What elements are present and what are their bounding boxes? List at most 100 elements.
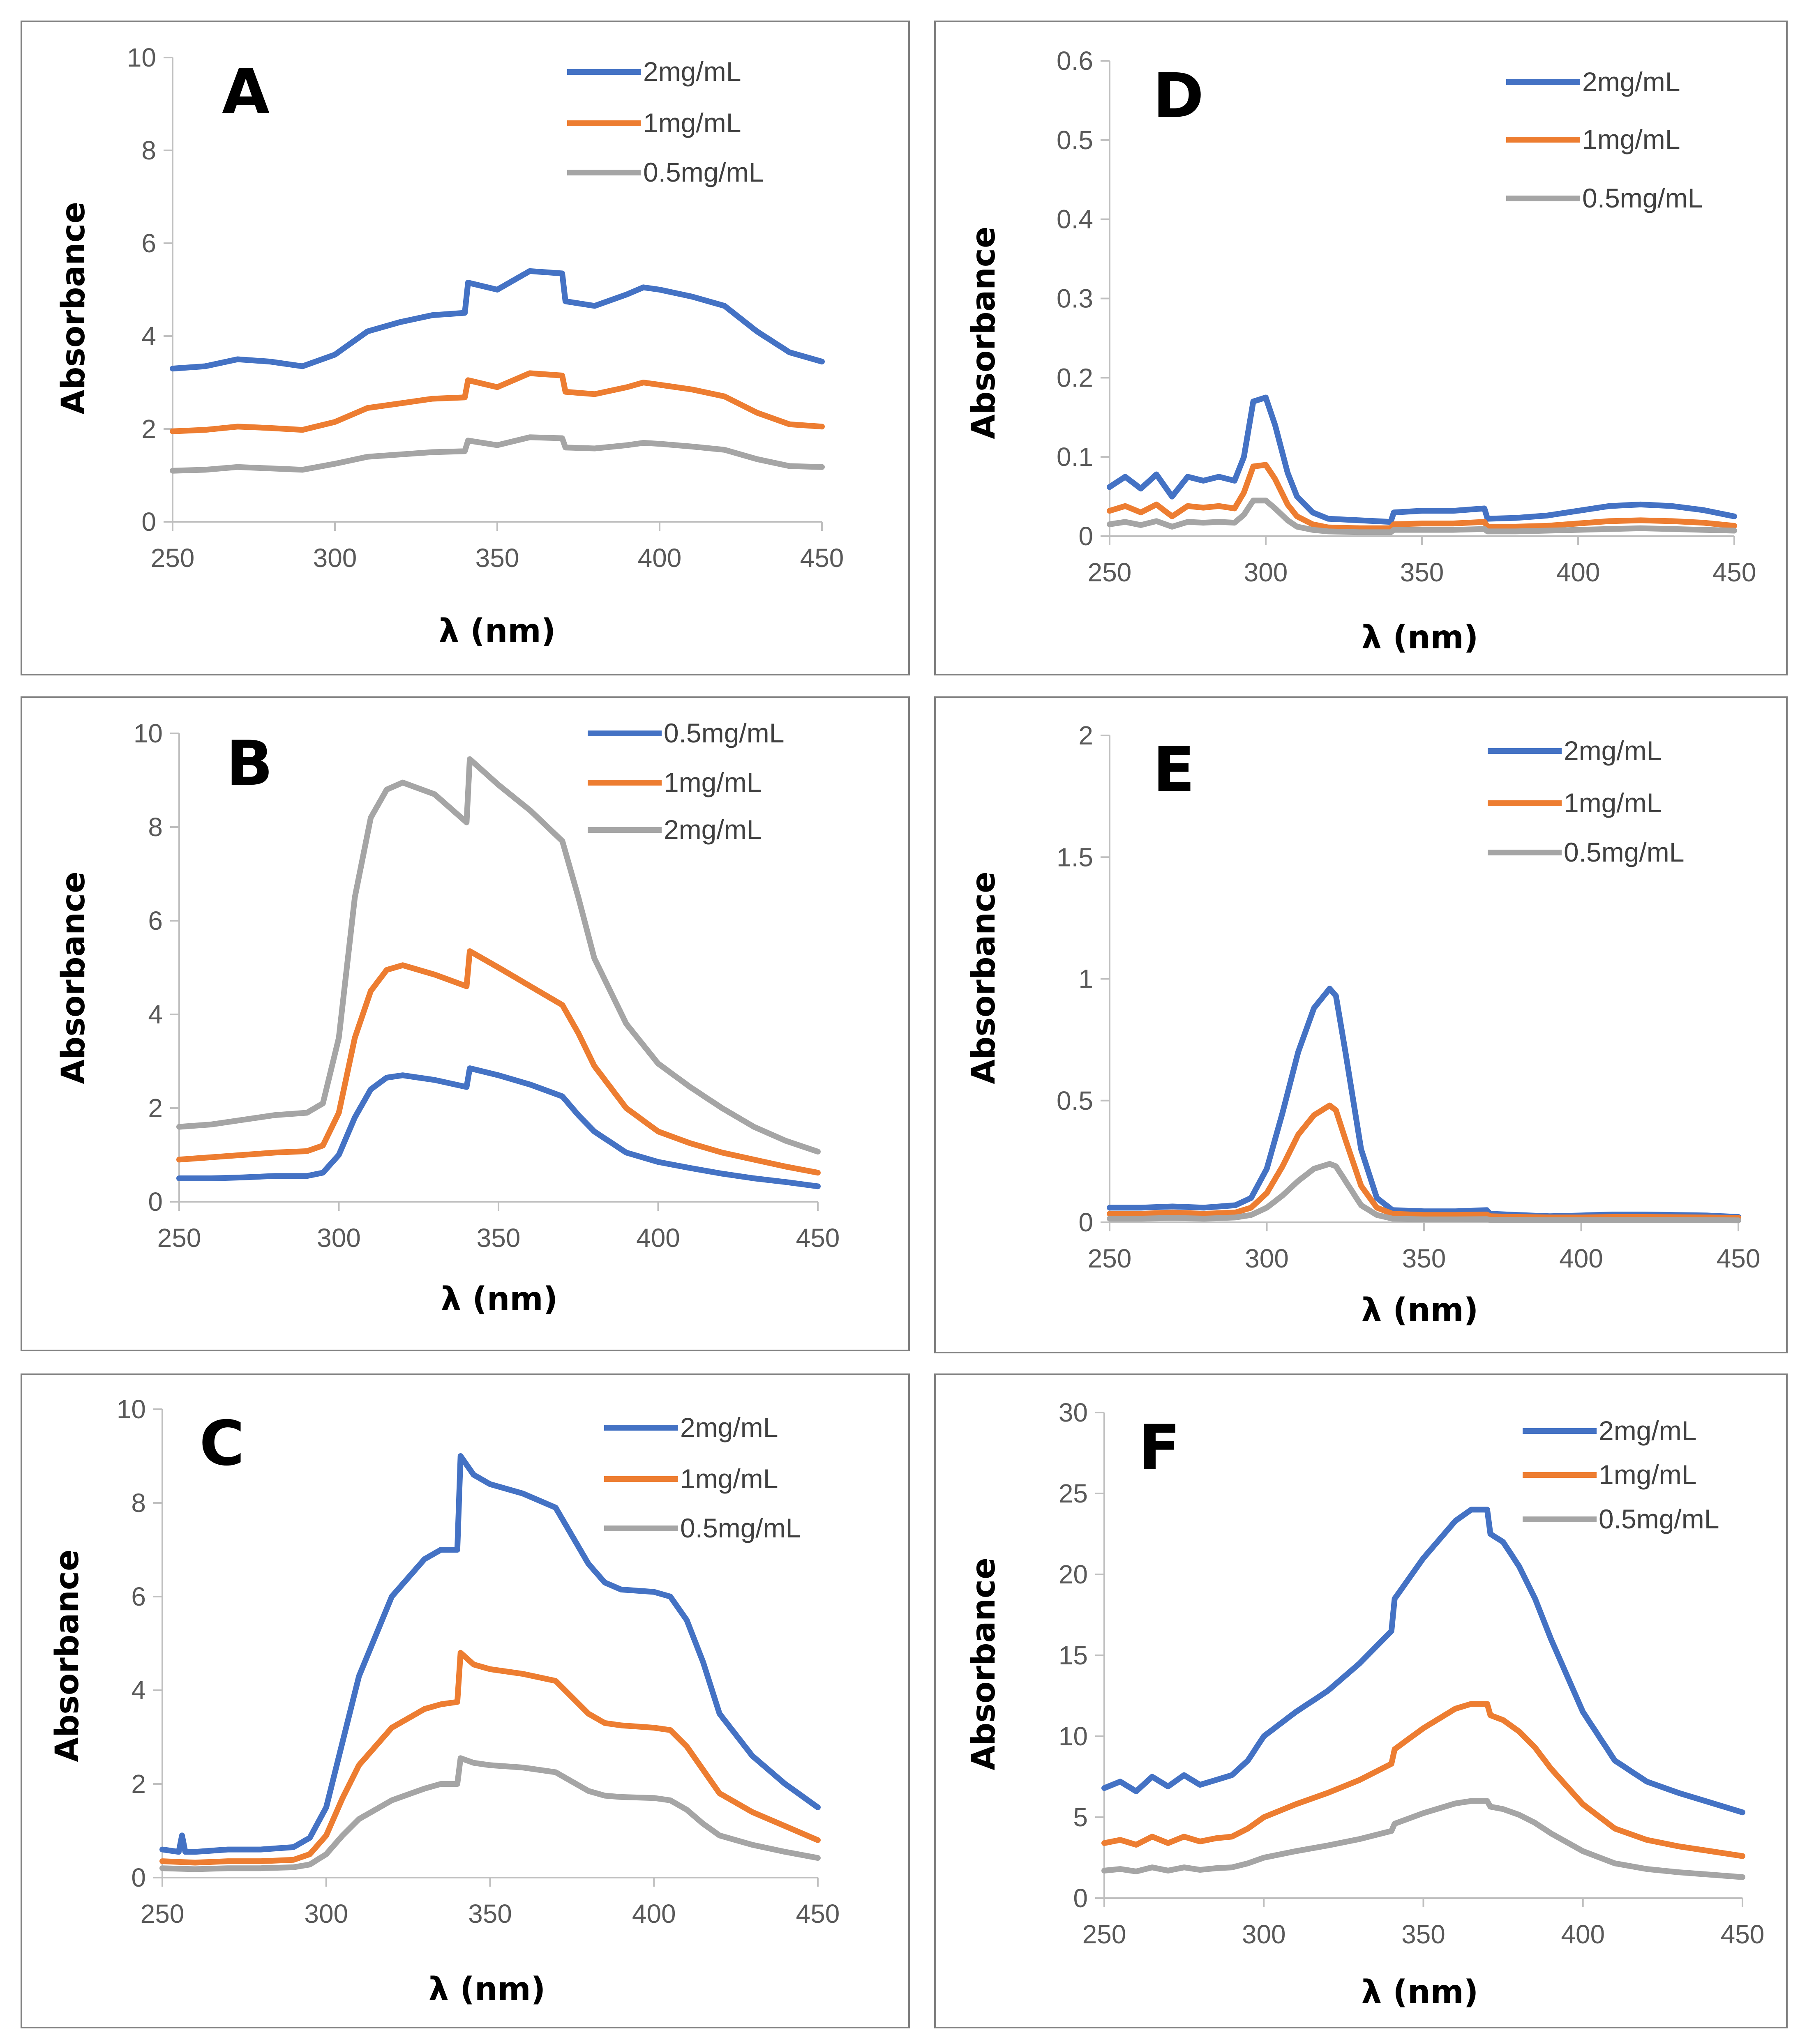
legend-label: 2mg/mL [664,814,762,845]
y-tick-label: 4 [148,1000,163,1029]
series-line-1mg-ml [1101,1701,1745,1859]
series-line-0-5mg-ml [1107,1161,1741,1224]
panel-f-series [1101,1507,1745,1880]
panel-f-letter: F [1138,1412,1180,1484]
panel-d-frame [934,21,1788,675]
x-tick-label: 250 [1088,558,1132,587]
panel-f-xlabel: λ (nm) [1362,1974,1479,2011]
y-tick-label: 2 [141,414,156,444]
x-tick-label: 350 [1402,1244,1446,1273]
panel-d-legend: 2mg/mL 1mg/mL 0.5mg/mL [1506,67,1703,213]
legend-label: 1mg/mL [1599,1459,1696,1490]
y-tick-label: 25 [1059,1479,1088,1508]
legend-label: 2mg/mL [1582,67,1680,97]
panel-e-letter: E [1153,734,1195,806]
panel-e-series [1107,986,1741,1224]
series-line-2mg-ml [170,268,825,372]
y-tick-label: 0.4 [1057,205,1093,234]
panel-a-frame [21,21,910,675]
panel-a-ylabel: Absorbance [55,202,92,415]
panel-a-series [170,268,825,474]
y-tick-label: 1 [1078,964,1093,994]
y-tick-label: 6 [131,1582,146,1611]
legend-label: 0.5mg/mL [643,157,764,187]
x-tick-label: 450 [796,1223,840,1253]
x-tick-label: 450 [1717,1244,1761,1273]
x-tick-label: 350 [1400,558,1444,587]
panel-b-xlabel: λ (nm) [441,1281,558,1318]
legend-label: 2mg/mL [643,56,741,87]
panel-c-letter: C [199,1408,245,1479]
panel-f-frame [934,1373,1788,2028]
x-tick-label: 400 [1559,1244,1603,1273]
y-tick-label: 15 [1059,1641,1088,1670]
x-tick-label: 250 [141,1899,185,1929]
series-line-1mg-ml [170,370,825,434]
x-tick-label: 300 [304,1899,348,1929]
legend-label: 1mg/mL [643,108,741,138]
y-tick-label: 0.2 [1057,363,1093,392]
panel-b-frame [21,696,910,1351]
panel-d-xlabel: λ (nm) [1362,619,1479,656]
x-tick-label: 250 [1082,1920,1126,1949]
series-line-0-5mg-ml [176,1065,821,1189]
panel-a-legend: 2mg/mL 1mg/mL 0.5mg/mL [567,56,764,187]
panel-f-legend: 2mg/mL 1mg/mL 0.5mg/mL [1523,1415,1719,1534]
series-line-2mg-ml [1107,986,1741,1220]
x-tick-label: 300 [1242,1920,1286,1949]
legend-label: 0.5mg/mL [680,1513,801,1543]
panel-f-ticks: 0 5 10 15 20 25 30 250 300 350 400 450 [1059,1398,1765,1949]
y-tick-label: 0 [1078,1208,1093,1237]
panel-a-ticks: 0 2 4 6 8 10 250 300 350 400 450 [127,43,844,573]
panel-c-axes [153,1408,819,1887]
x-tick-label: 350 [1401,1920,1445,1949]
panel-d-ylabel: Absorbance [965,226,1002,439]
y-tick-label: 0.5 [1057,125,1093,155]
series-line-1mg-ml [159,1650,821,1866]
panel-f-ylabel: Absorbance [965,1558,1002,1770]
y-tick-label: 0.5 [1057,1086,1093,1115]
series-line-1mg-ml [1107,462,1737,531]
y-tick-label: 10 [134,719,163,748]
y-tick-label: 8 [148,812,163,842]
y-tick-label: 0 [1078,521,1093,551]
y-tick-label: 20 [1059,1560,1088,1589]
panel-c: 0 2 4 6 8 10 250 300 350 400 450 C Absorbance λ (n… [21,1373,910,2028]
x-tick-label: 250 [151,543,195,573]
x-tick-label: 400 [1556,558,1600,587]
series-line-2mg-ml [176,756,821,1155]
series-line-0-5mg-ml [1101,1798,1745,1880]
series-line-1mg-ml [176,948,821,1176]
panel-e-frame [934,696,1788,1353]
legend-label: 1mg/mL [1564,788,1662,818]
y-tick-label: 0 [1073,1883,1088,1913]
y-tick-label: 6 [148,906,163,936]
panel-f-axes [1095,1412,1743,1907]
panel-e: 0 0.5 1 1.5 2 250 300 350 400 450 E Absorbance λ … [934,696,1788,1353]
x-tick-label: 400 [1561,1920,1605,1949]
panel-b-series [176,756,821,1189]
x-tick-label: 400 [632,1899,676,1929]
panel-a-letter: A [222,56,270,128]
y-tick-label: 2 [1078,721,1093,750]
panel-d-axes [1101,60,1735,545]
legend-label: 0.5mg/mL [1599,1504,1719,1534]
y-tick-label: 1.5 [1057,842,1093,872]
legend-label: 0.5mg/mL [1582,183,1703,213]
x-tick-label: 250 [157,1223,201,1253]
y-tick-label: 30 [1059,1398,1088,1427]
y-tick-label: 4 [141,321,156,351]
y-tick-label: 0.3 [1057,284,1093,313]
x-tick-label: 450 [800,543,844,573]
y-tick-label: 0.1 [1057,442,1093,472]
panel-e-legend: 2mg/mL 1mg/mL 0.5mg/mL [1488,735,1684,867]
x-tick-label: 250 [1088,1244,1132,1273]
series-line-0-5mg-ml [159,1755,821,1872]
series-line-0-5mg-ml [1107,498,1737,535]
legend-label: 0.5mg/mL [664,718,784,748]
y-tick-label: 10 [1059,1721,1088,1751]
panel-c-ticks: 0 2 4 6 8 10 250 300 350 400 450 [117,1394,840,1929]
y-tick-label: 8 [131,1488,146,1518]
panel-c-ylabel: Absorbance [49,1549,86,1762]
panel-c-series [159,1453,821,1872]
